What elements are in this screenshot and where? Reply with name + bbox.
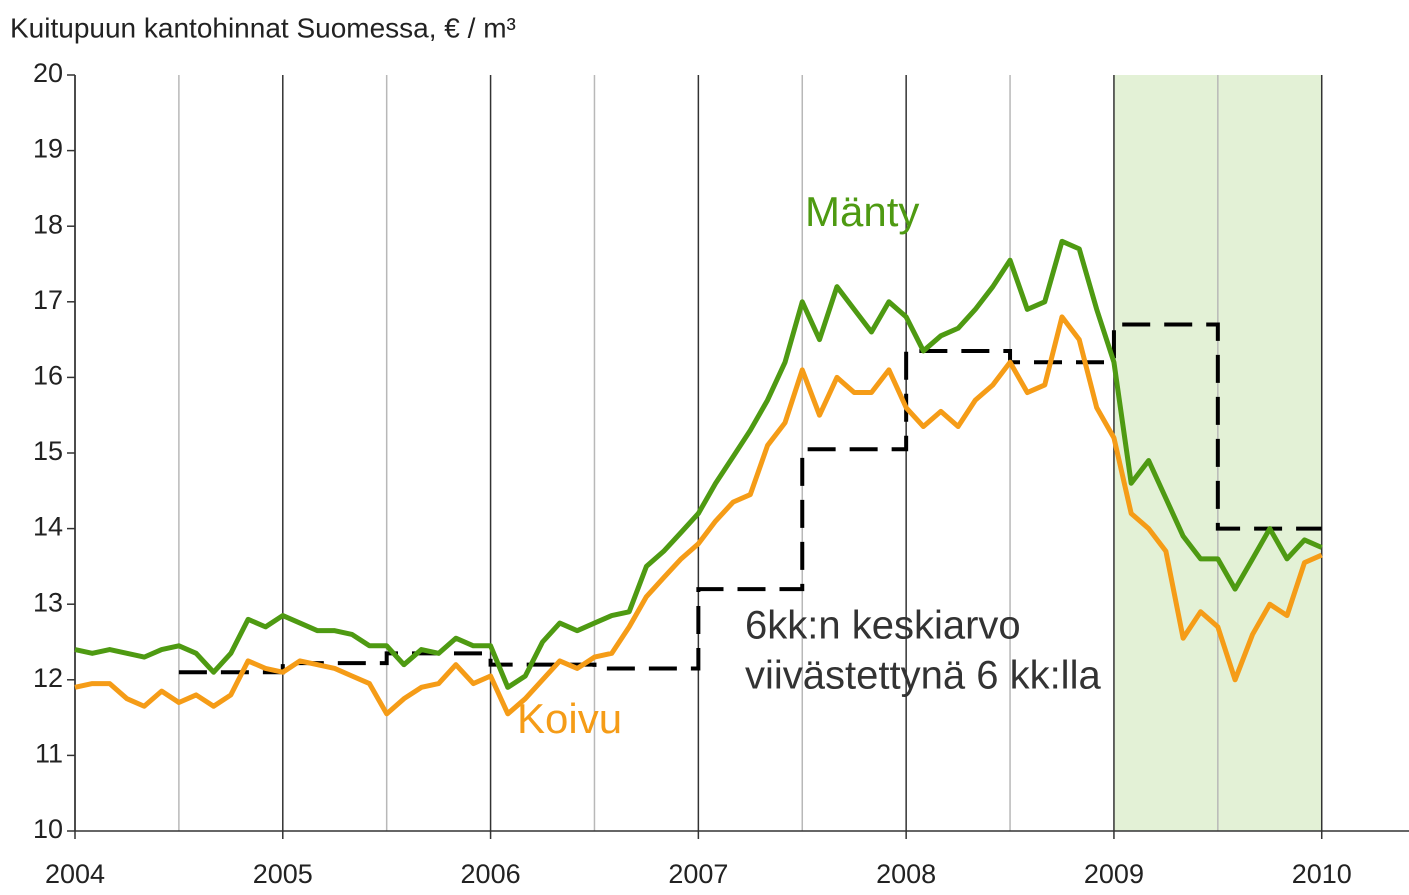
y-tick-label: 12 [33, 663, 63, 693]
average-annotation: viivästettynä 6 kk:lla [745, 654, 1101, 698]
series-label: Mänty [805, 188, 919, 235]
chart-title: Kuitupuun kantohinnat Suomessa, € / m³ [10, 12, 516, 43]
y-tick-label: 20 [33, 58, 63, 88]
y-tick-label: 19 [33, 134, 63, 164]
x-tick-label: 2005 [253, 859, 313, 889]
average-line [178, 322, 1322, 675]
y-tick-label: 11 [35, 739, 63, 769]
y-tick-label: 14 [33, 512, 63, 542]
y-tick-label: 17 [33, 285, 63, 315]
x-tick-label: 2007 [668, 859, 728, 889]
series-line [74, 314, 1323, 717]
x-tick-label: 2009 [1084, 859, 1144, 889]
x-tick-label: 2004 [45, 859, 105, 889]
series-line [74, 238, 1323, 690]
x-tick-label: 2006 [461, 859, 521, 889]
y-tick-label: 10 [33, 814, 63, 844]
y-tick-label: 16 [33, 361, 63, 391]
series-label: Koivu [517, 695, 622, 742]
y-tick-label: 13 [33, 587, 63, 617]
x-tick-label: 2008 [876, 859, 936, 889]
y-tick-label: 18 [33, 209, 63, 239]
x-tick-label: 2010 [1292, 859, 1352, 889]
average-annotation: 6kk:n keskiarvo [745, 604, 1021, 648]
y-tick-label: 15 [33, 436, 63, 466]
